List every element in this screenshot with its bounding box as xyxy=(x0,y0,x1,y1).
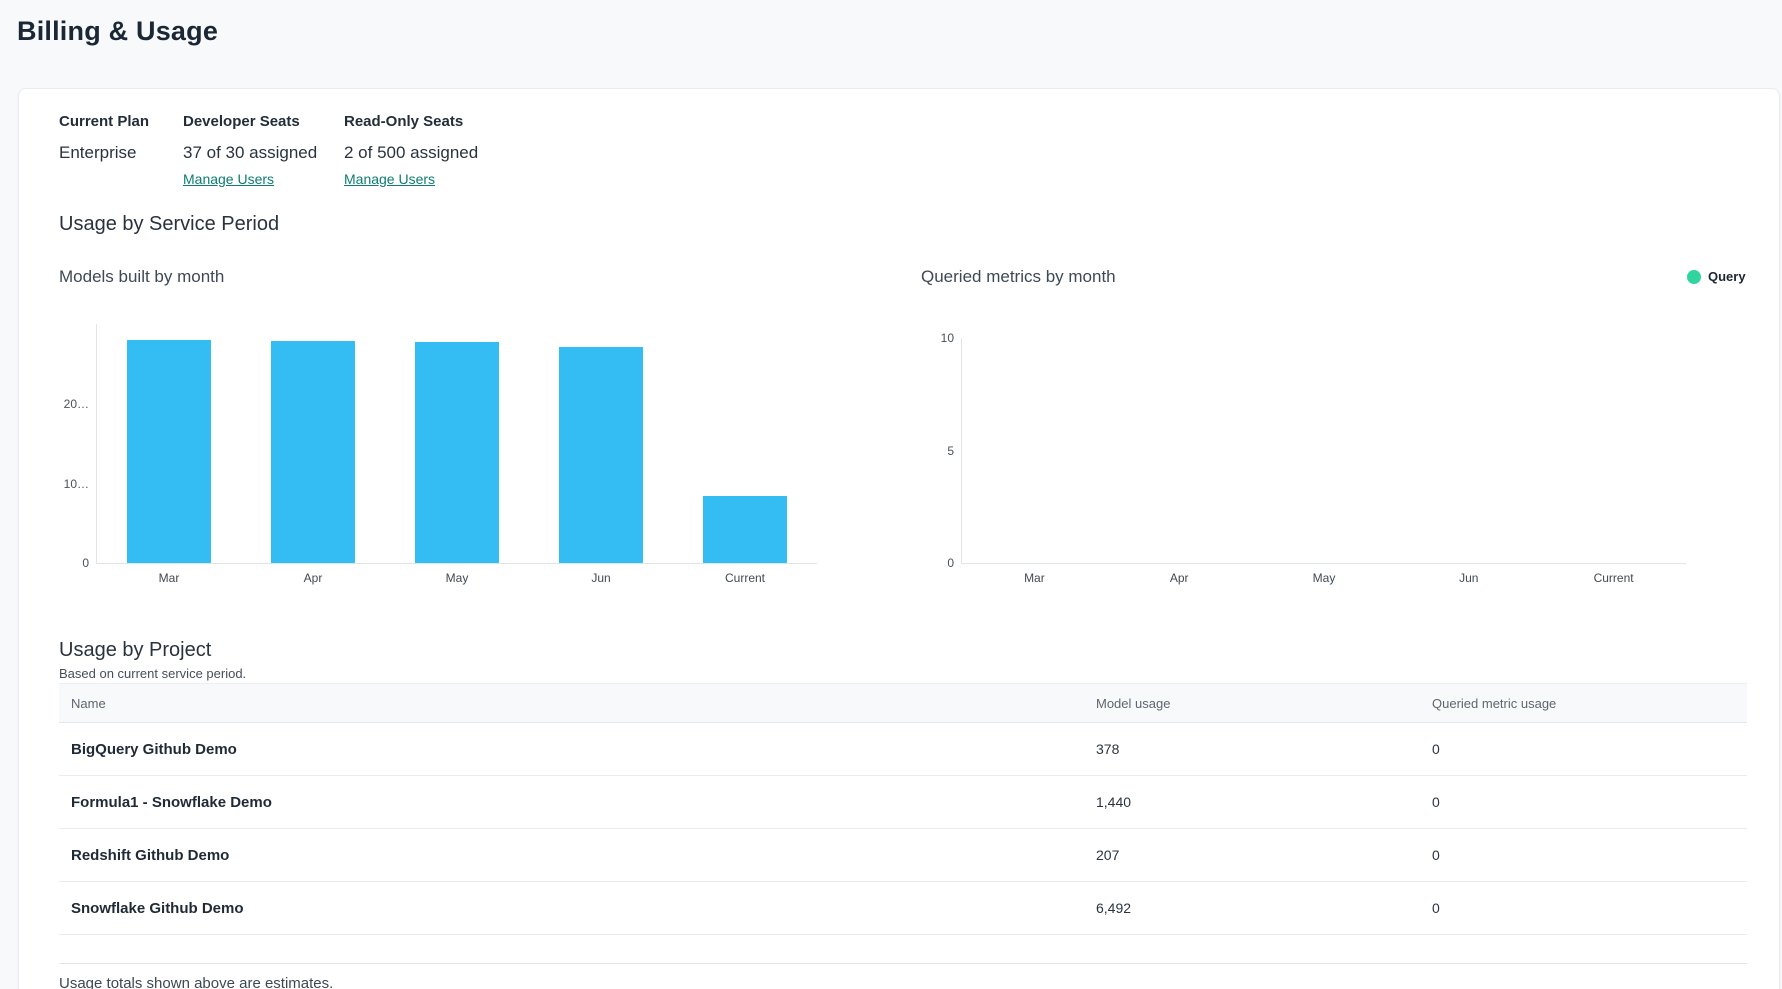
model-usage-cell: 1,440 xyxy=(1096,794,1132,810)
table-row: Formula1 - Snowflake Demo 1,440 0 xyxy=(59,776,1747,829)
x-axis-tick-label: Current xyxy=(1593,571,1634,585)
project-name-cell: Formula1 - Snowflake Demo xyxy=(71,793,272,811)
developer-seats-column: Developer Seats 37 of 30 assigned Manage… xyxy=(183,113,317,189)
bar-jun[interactable] xyxy=(559,347,643,563)
metrics-chart-title: Queried metrics by month xyxy=(921,267,1116,286)
developer-seats-label: Developer Seats xyxy=(183,113,300,130)
model-usage-cell: 378 xyxy=(1096,741,1120,757)
queried-metrics-chart-plot: 0 5 10 Mar Apr May Jun Current xyxy=(941,331,1686,585)
model-usage-cell: 6,492 xyxy=(1096,900,1132,916)
column-header-name: Name xyxy=(71,695,106,711)
query-legend-label: Query xyxy=(1708,269,1746,284)
page-title: Billing & Usage xyxy=(17,16,219,46)
footer-divider xyxy=(59,963,1747,964)
y-axis-tick-label: 10… xyxy=(63,476,89,491)
usage-project-title: Usage by Project xyxy=(59,639,212,661)
readonly-seats-label: Read-Only Seats xyxy=(344,113,464,130)
queried-metric-usage-cell: 0 xyxy=(1432,847,1440,863)
usage-estimate-note: Usage totals shown above are estimates. xyxy=(59,975,334,989)
bar-apr[interactable] xyxy=(271,341,355,563)
models-chart-title: Models built by month xyxy=(59,267,225,286)
y-axis-tick-label: 20… xyxy=(63,397,89,412)
table-body: BigQuery Github Demo 378 0 Formula1 - Snowf… xyxy=(59,723,1747,935)
developer-manage-users-link[interactable]: Manage Users xyxy=(183,171,275,187)
current-plan-label: Current Plan xyxy=(59,113,150,130)
project-name-cell: Snowflake Github Demo xyxy=(71,899,244,917)
bar-current[interactable] xyxy=(703,495,787,563)
query-legend-dot-icon xyxy=(1687,269,1701,284)
table-row: Redshift Github Demo 207 0 xyxy=(59,829,1747,882)
billing-card: Current Plan Enterprise Developer Seats … xyxy=(18,88,1780,989)
readonly-manage-users-link[interactable]: Manage Users xyxy=(344,171,436,187)
x-axis-tick-label: May xyxy=(445,571,469,585)
table-header-row: Name Model usage Queried metric usage xyxy=(59,683,1747,723)
project-name-cell: Redshift Github Demo xyxy=(71,846,230,864)
developer-seats-value: 37 of 30 assigned xyxy=(183,143,318,162)
x-axis-tick-label: Apr xyxy=(303,571,323,585)
bar-may[interactable] xyxy=(415,341,499,563)
readonly-seats-value: 2 of 500 assigned xyxy=(344,143,479,162)
current-plan-value: Enterprise xyxy=(59,143,137,162)
y-axis-tick-label: 0 xyxy=(947,556,954,570)
x-axis-tick-label: Mar xyxy=(158,571,180,585)
x-axis-tick-label: Current xyxy=(724,571,765,585)
y-axis-tick-label: 5 xyxy=(947,443,954,458)
x-axis-tick-label: May xyxy=(1312,571,1336,585)
project-name-cell: BigQuery Github Demo xyxy=(71,740,237,758)
x-axis-tick-label: Jun xyxy=(1459,571,1479,585)
table-row: Snowflake Github Demo 6,492 0 xyxy=(59,882,1747,935)
queried-metric-usage-cell: 0 xyxy=(1432,794,1440,810)
column-header-queried-metric-usage: Queried metric usage xyxy=(1432,695,1557,711)
table-row: BigQuery Github Demo 378 0 xyxy=(59,723,1747,776)
model-usage-cell: 207 xyxy=(1096,847,1120,863)
usage-by-project-table: Name Model usage Queried metric usage Bi… xyxy=(59,683,1747,935)
column-header-model-usage: Model usage xyxy=(1096,695,1171,711)
y-axis-tick-label: 0 xyxy=(82,556,89,570)
metrics-chart-legend[interactable]: Query xyxy=(1687,269,1746,284)
bar-mar[interactable] xyxy=(127,340,211,563)
y-axis-tick-label: 10 xyxy=(940,331,954,345)
readonly-seats-column: Read-Only Seats 2 of 500 assigned Manage… xyxy=(344,113,478,189)
usage-period-title: Usage by Service Period xyxy=(59,213,280,235)
queried-metric-usage-cell: 0 xyxy=(1432,741,1440,757)
models-built-chart-plot: 0 10… 20… Mar Apr May Jun Current xyxy=(64,324,817,585)
queried-metric-usage-cell: 0 xyxy=(1432,900,1440,916)
x-axis-tick-label: Jun xyxy=(591,571,611,585)
usage-project-subtitle: Based on current service period. xyxy=(59,666,247,681)
x-axis-tick-label: Apr xyxy=(1169,571,1189,585)
x-axis-tick-label: Mar xyxy=(1024,571,1045,585)
current-plan-column: Current Plan Enterprise xyxy=(59,113,149,163)
